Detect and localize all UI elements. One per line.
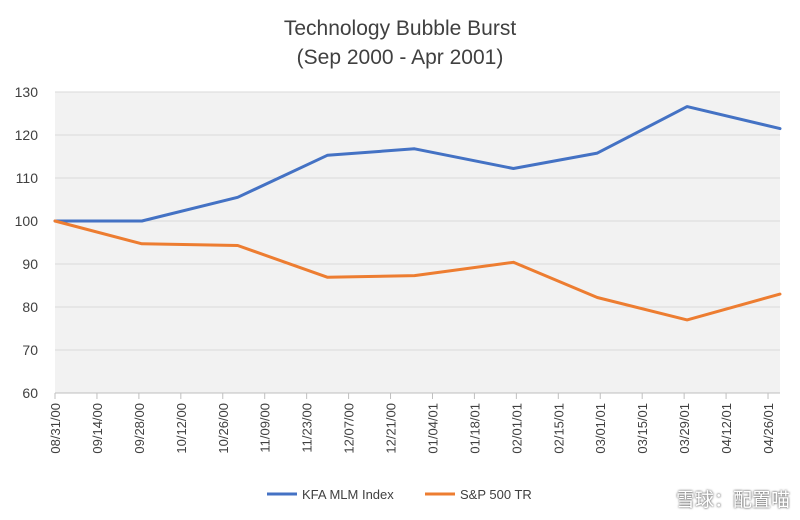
chart-subtitle: (Sep 2000 - Apr 2001) (296, 46, 504, 69)
legend-label-1: KFA MLM Index (302, 487, 394, 502)
x-tick-label: 10/26/00 (216, 403, 231, 454)
y-tick-label: 110 (16, 170, 39, 186)
plot-area (55, 92, 780, 393)
y-tick-label: 80 (22, 299, 38, 315)
watermark: 雪球：配置喵 (675, 489, 790, 511)
x-axis (54, 392, 780, 399)
chart-title-main: Technology Bubble Burst (283, 17, 517, 40)
legend: KFA MLM Index S&P 500 TR (267, 487, 532, 502)
y-tick-label: 70 (22, 342, 38, 358)
x-tick-label: 02/01/01 (509, 403, 524, 454)
x-tick-label: 01/18/01 (467, 403, 482, 454)
series-line-2 (53, 219, 782, 322)
series-lines (53, 105, 782, 322)
y-tick-label: 120 (15, 127, 39, 143)
series-line-1 (53, 105, 782, 223)
x-tick-label: 09/28/00 (132, 403, 147, 454)
y-tick-label: 60 (22, 385, 38, 401)
y-tick-label: 130 (15, 84, 39, 100)
x-tick-label: 11/09/00 (258, 403, 273, 453)
x-tick-label: 08/31/00 (48, 403, 63, 454)
x-tick-label: 12/07/00 (342, 403, 357, 454)
x-tick-label: 03/15/01 (635, 403, 650, 454)
legend-label-2: S&P 500 TR (460, 487, 532, 502)
y-axis-ticks: 60 70 80 90 100 110 120 130 (15, 84, 39, 401)
x-tick-label: 11/23/00 (300, 403, 315, 453)
y-tick-label: 90 (22, 256, 38, 272)
x-tick-label: 04/12/01 (719, 403, 734, 454)
x-tick-label: 10/12/00 (174, 403, 189, 454)
chart-title: Technology Bubble Burst (Sep 2000 - Apr … (0, 14, 800, 72)
x-tick-label: 03/29/01 (677, 403, 692, 454)
x-tick-label: 01/04/01 (425, 403, 440, 454)
x-tick-label: 09/14/00 (90, 403, 105, 454)
x-tick-label: 03/01/01 (593, 403, 608, 454)
x-tick-label: 04/26/01 (761, 403, 776, 454)
x-tick-label: 12/21/00 (384, 403, 399, 454)
y-tick-label: 100 (15, 213, 39, 229)
x-tick-label: 02/15/01 (551, 403, 566, 454)
x-axis-ticks: 08/31/00 09/14/00 09/28/00 10/12/00 10/26/00… (48, 403, 776, 454)
